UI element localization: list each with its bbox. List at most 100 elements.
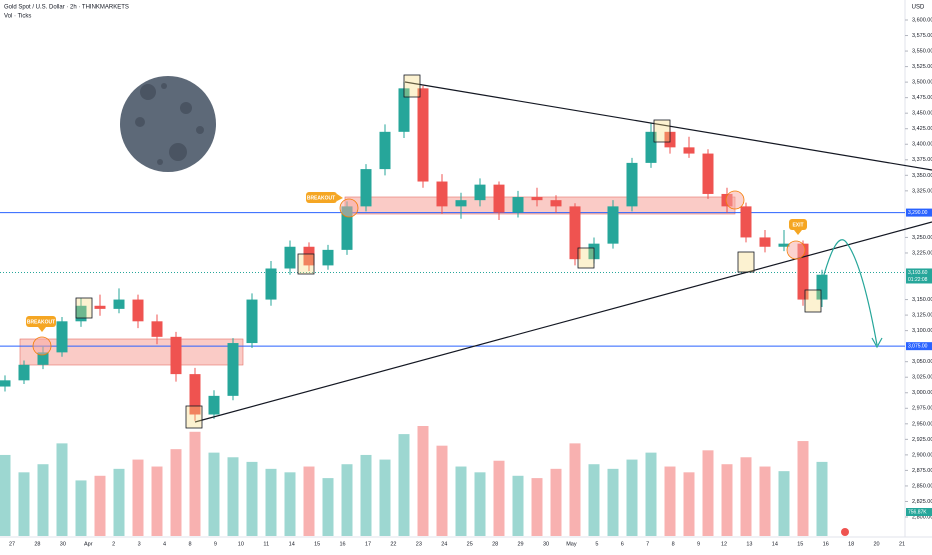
candle-body: [246, 299, 258, 344]
x-tick-label: 18: [848, 541, 854, 547]
y-tick-label: 3,350.00: [912, 173, 932, 179]
level-label: 3,290.00: [908, 210, 928, 216]
volume-bar: [531, 478, 543, 536]
volume-bar: [683, 472, 695, 536]
candle-body: [360, 169, 372, 207]
volume-bar: [265, 468, 277, 536]
volume-bar: [550, 468, 562, 536]
x-tick-label: 5: [595, 541, 598, 547]
volume-bar: [778, 471, 790, 536]
level-label: 3,075.00: [908, 343, 928, 349]
candle-body: [702, 153, 714, 194]
volume-bar: [379, 459, 391, 536]
candle-body: [94, 305, 106, 309]
candle-body: [778, 243, 790, 247]
y-tick-label: 3,575.00: [912, 33, 932, 39]
x-tick-label: 16: [340, 541, 346, 547]
volume-bar: [360, 454, 372, 536]
flag-icon: [841, 528, 849, 536]
x-tick-label: Apr: [84, 541, 93, 547]
y-tick-label: 3,475.00: [912, 95, 932, 101]
volume-bar: [455, 466, 467, 536]
volume-bar: [284, 472, 296, 536]
candle-body: [303, 246, 315, 266]
y-tick-label: 3,125.00: [912, 313, 932, 319]
candle-body: [398, 88, 410, 132]
candle-body: [569, 206, 581, 260]
volume-bar: [398, 434, 410, 536]
candle-body: [417, 88, 429, 182]
volume-bar: [607, 468, 619, 536]
candle-body: [645, 131, 657, 163]
candle-body: [56, 321, 68, 353]
volume-bar: [189, 431, 201, 536]
candle-body: [151, 321, 163, 337]
signal-circles: [32, 190, 806, 356]
x-tick-label: 8: [188, 541, 191, 547]
volume-bar: [436, 445, 448, 536]
y-tick-label: 3,600.00: [912, 17, 932, 23]
volume-bar: [151, 466, 163, 536]
annotation: EXIT: [792, 222, 803, 228]
y-tick-label: 2,950.00: [912, 421, 932, 427]
candle-body: [284, 246, 296, 269]
volume-bar: [702, 450, 714, 536]
volume-bar: [474, 472, 486, 536]
candle-body: [626, 162, 638, 207]
pivot-boxes: [75, 74, 822, 429]
volume-bar: [132, 459, 144, 536]
candle-body: [227, 343, 239, 396]
volume-bar: [37, 464, 49, 536]
y-tick-label: 3,050.00: [912, 359, 932, 365]
x-tick-label: 7: [646, 541, 649, 547]
candle-body: [189, 374, 201, 415]
trendline-lower: [194, 221, 932, 423]
volume-title: Vol · Ticks: [4, 14, 31, 20]
volume-bar: [797, 441, 809, 536]
y-tick-label: 3,400.00: [912, 142, 932, 148]
x-tick-label: 2: [112, 541, 115, 547]
candle-body: [208, 395, 220, 415]
volume-bar: [170, 449, 182, 536]
y-tick-label: 3,100.00: [912, 328, 932, 334]
candle-body: [37, 352, 49, 365]
x-tick-label: 8: [672, 541, 675, 547]
candle-body: [816, 274, 828, 300]
x-tick-label: 16: [823, 541, 829, 547]
x-tick-label: 11: [263, 541, 269, 547]
x-tick-label: 10: [238, 541, 244, 547]
candle-body: [75, 305, 87, 322]
volume-bar: [56, 443, 68, 536]
x-tick-label: 30: [60, 541, 66, 547]
candle-body: [474, 184, 486, 201]
volume-bar: [645, 452, 657, 536]
volume-bar: [512, 475, 524, 536]
volume-bar: [246, 461, 258, 536]
candle-body: [740, 206, 752, 238]
x-tick-label: 29: [518, 541, 524, 547]
y-tick-label: 3,375.00: [912, 157, 932, 163]
candle-body: [379, 131, 391, 170]
x-tick-label: 28: [34, 541, 40, 547]
x-tick-label: 13: [746, 541, 752, 547]
candle-body: [531, 197, 543, 201]
volume-bar: [417, 426, 429, 536]
moon: [120, 76, 216, 172]
x-tick-label: 6: [621, 541, 624, 547]
volume-bar: [759, 466, 771, 536]
candle-body: [512, 197, 524, 213]
x-tick-label: 9: [697, 541, 700, 547]
x-tick-label: 28: [492, 541, 498, 547]
volume-bar: [569, 443, 581, 536]
volume-bar: [18, 472, 30, 536]
candle-body: [550, 200, 562, 207]
breakout-tag: BREAKOUT: [26, 316, 56, 332]
x-tick-label: 14: [772, 541, 778, 547]
volume-bar: [493, 460, 505, 536]
x-tick-label: 12: [721, 541, 727, 547]
last-price-bg: [906, 268, 932, 284]
level-label-bg: [906, 208, 932, 217]
volume-bar: [227, 457, 239, 536]
y-tick-label: 3,225.00: [912, 250, 932, 256]
candle-body: [322, 249, 334, 266]
